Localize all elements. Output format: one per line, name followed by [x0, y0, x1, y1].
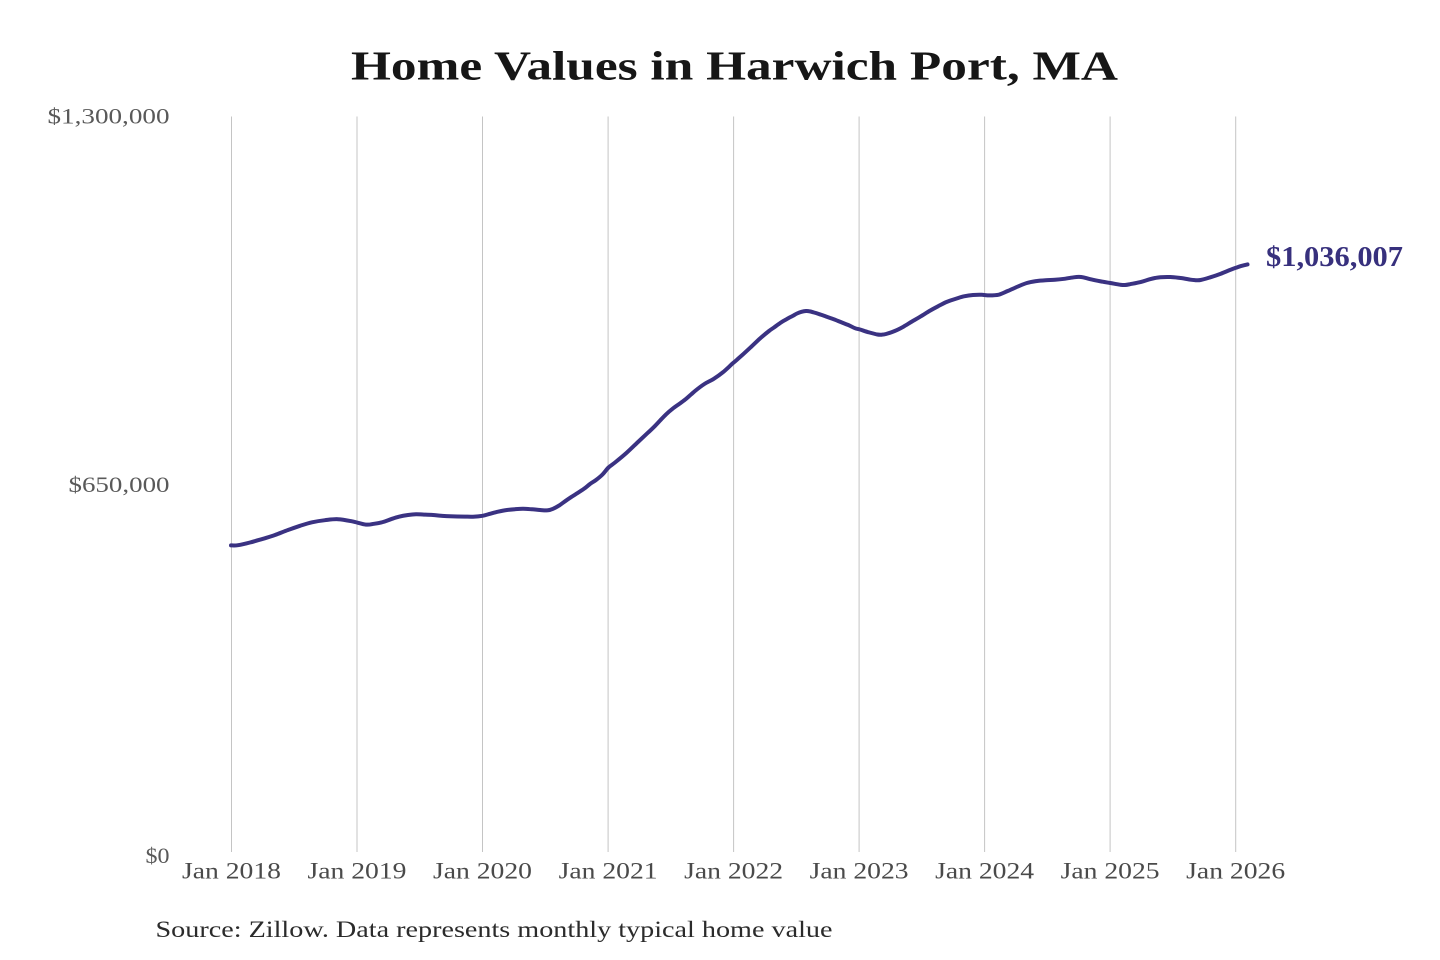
- svg-text:Jan 2025: Jan 2025: [1061, 859, 1160, 884]
- svg-text:Jan 2018: Jan 2018: [182, 859, 281, 884]
- svg-text:Jan 2021: Jan 2021: [559, 859, 658, 884]
- svg-text:$1,300,000: $1,300,000: [48, 104, 170, 129]
- svg-text:Home Values in Harwich Port, M: Home Values in Harwich Port, MA: [351, 43, 1118, 89]
- svg-text:Source: Zillow. Data represent: Source: Zillow. Data represents monthly …: [156, 917, 833, 942]
- svg-text:Jan 2019: Jan 2019: [308, 859, 407, 884]
- svg-text:Jan 2026: Jan 2026: [1186, 859, 1285, 884]
- svg-text:Jan 2023: Jan 2023: [810, 859, 909, 884]
- svg-text:$0: $0: [146, 843, 170, 868]
- svg-text:Jan 2024: Jan 2024: [935, 859, 1035, 884]
- svg-text:$1,036,007: $1,036,007: [1266, 242, 1403, 273]
- svg-text:$650,000: $650,000: [69, 472, 170, 497]
- svg-text:Jan 2020: Jan 2020: [433, 859, 532, 884]
- svg-text:Jan 2022: Jan 2022: [684, 859, 783, 884]
